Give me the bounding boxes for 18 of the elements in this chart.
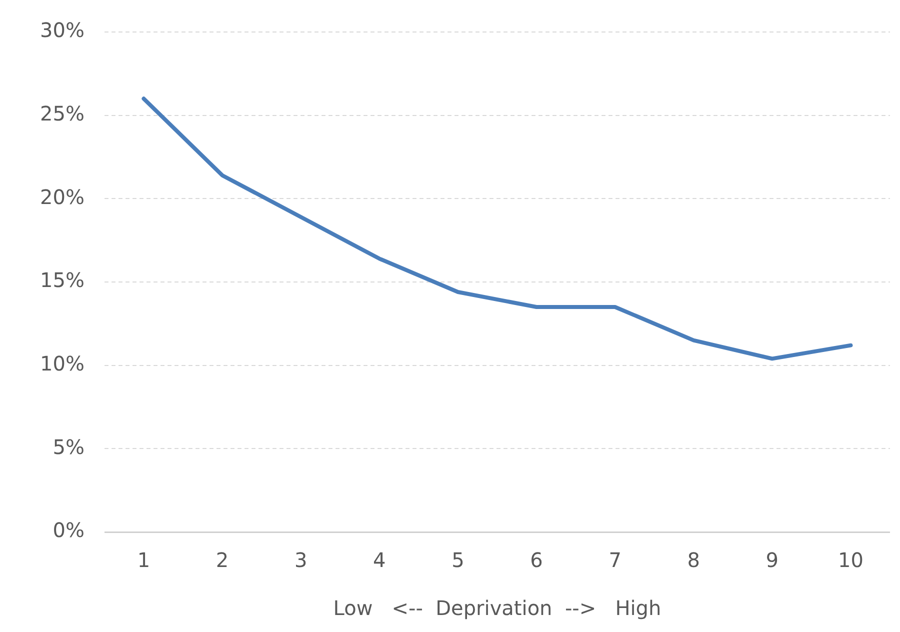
- x-tick-label: 9: [766, 548, 779, 572]
- y-tick-label: 0%: [52, 518, 84, 542]
- x-tick-label: 1: [137, 548, 150, 572]
- x-tick-label: 5: [452, 548, 464, 572]
- x-tick-label: 10: [838, 548, 864, 572]
- x-tick-label: 6: [530, 548, 543, 572]
- x-tick-label: 3: [294, 548, 308, 572]
- x-tick-label: 8: [687, 548, 700, 572]
- x-axis-title: Low <-- Deprivation --> High: [333, 596, 662, 620]
- y-tick-label: 5%: [52, 434, 84, 459]
- y-tick-label: 25%: [40, 102, 84, 126]
- y-tick-label: 15%: [40, 268, 84, 292]
- x-tick-label: 4: [373, 548, 386, 572]
- y-tick-label: 30%: [40, 18, 84, 42]
- x-tick-label: 2: [216, 548, 229, 572]
- y-tick-label: 10%: [40, 352, 84, 376]
- x-tick-label: 7: [608, 548, 622, 572]
- y-tick-label: 20%: [40, 184, 84, 209]
